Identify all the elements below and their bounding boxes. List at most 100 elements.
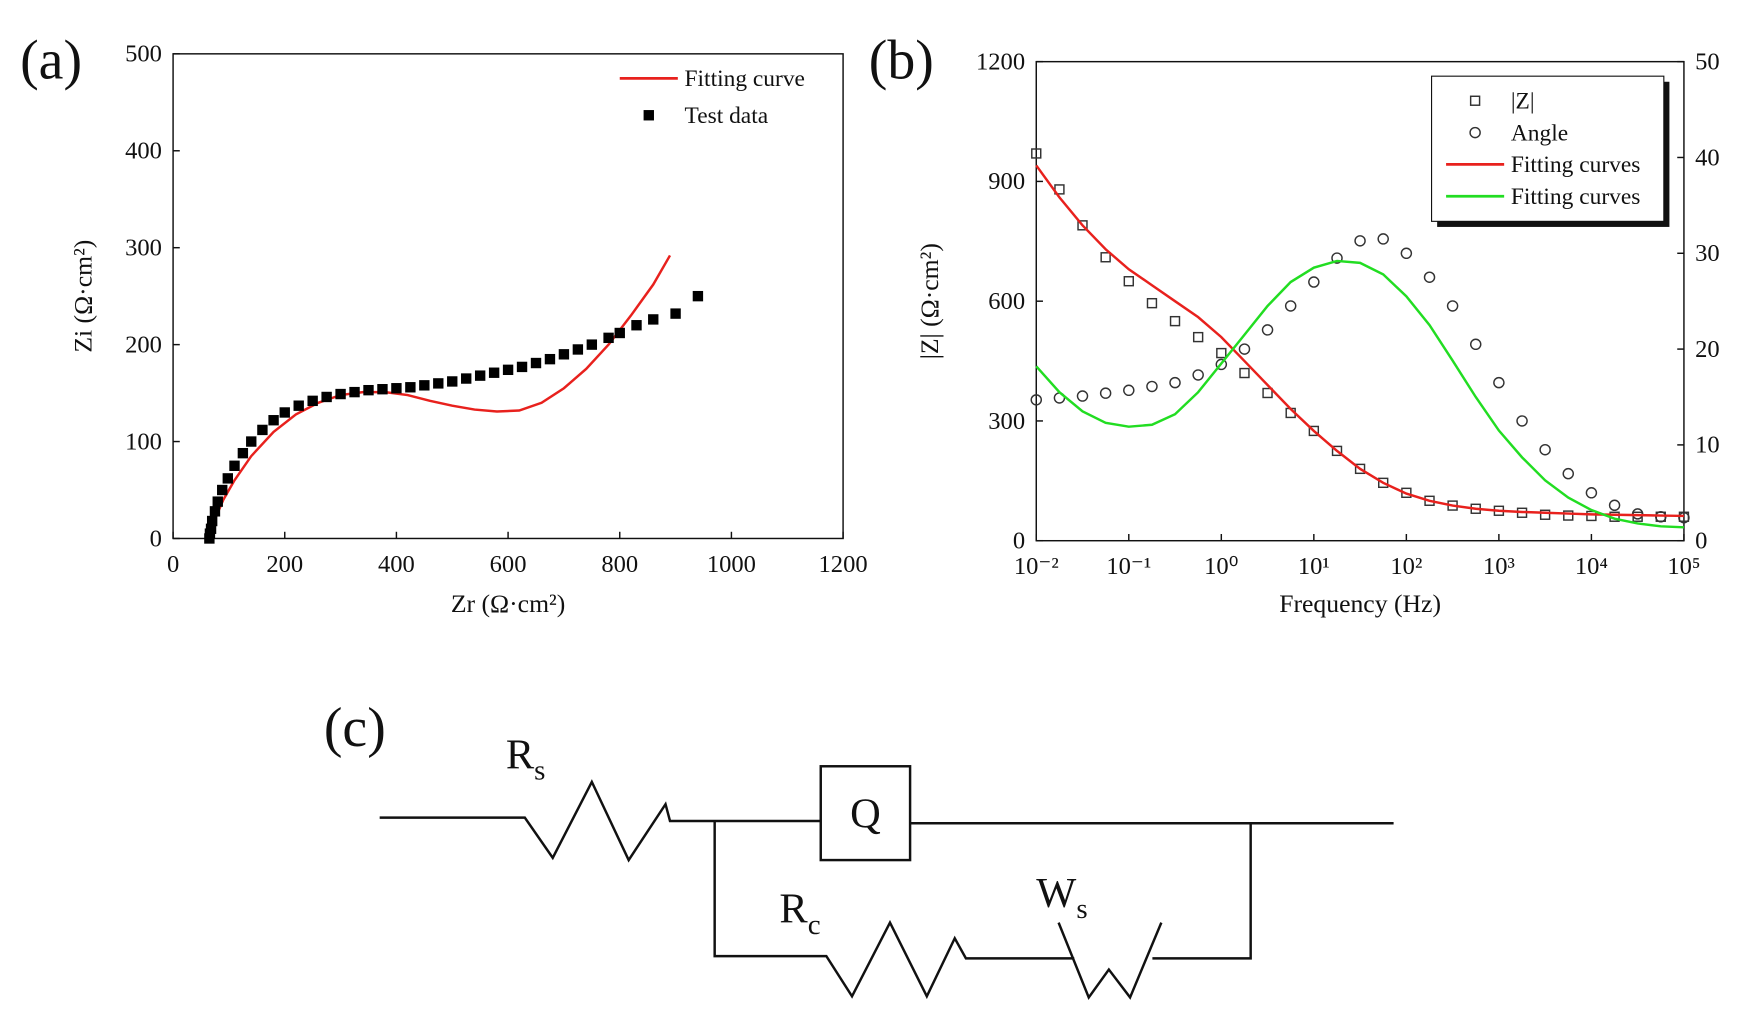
legend-swatch xyxy=(643,110,654,121)
marker xyxy=(405,382,416,393)
component-label: Q xyxy=(850,791,881,838)
legend: Fitting curve Test data xyxy=(619,66,805,129)
marker xyxy=(1076,390,1089,402)
marker xyxy=(1169,376,1181,389)
marker xyxy=(1377,233,1389,245)
x-tick-label: 10¹ xyxy=(1298,553,1330,580)
marker xyxy=(488,367,500,378)
y-tick-label: 100 xyxy=(125,428,162,455)
marker xyxy=(1516,415,1528,427)
x-tick-label: 0 xyxy=(167,551,179,578)
x-tick-label: 10³ xyxy=(1483,553,1515,580)
warburg-element xyxy=(1057,922,1163,1000)
y-tick-label: 300 xyxy=(988,408,1025,435)
y2-tick-label: 0 xyxy=(1695,528,1707,555)
x-tick-label: 10⁻² xyxy=(1014,553,1059,580)
wire xyxy=(713,820,1075,1000)
marker xyxy=(1563,510,1574,521)
x-tick-label: 800 xyxy=(601,551,638,578)
marker xyxy=(1192,369,1204,381)
marker xyxy=(544,353,556,365)
marker xyxy=(648,314,659,325)
marker xyxy=(237,447,249,459)
y-tick-label: 0 xyxy=(150,525,162,552)
marker xyxy=(209,506,221,517)
marker xyxy=(1146,297,1158,309)
marker xyxy=(502,364,514,376)
marker xyxy=(1238,343,1251,355)
marker xyxy=(293,400,304,411)
marker xyxy=(229,460,240,471)
component-label: Rs xyxy=(506,732,546,787)
marker xyxy=(1123,384,1135,397)
y-tick-label: 900 xyxy=(988,168,1025,195)
y2-tick-label: 40 xyxy=(1695,144,1720,171)
marker xyxy=(558,349,570,360)
marker xyxy=(1423,271,1436,283)
panel-label: (a) xyxy=(20,29,82,91)
fit-line xyxy=(1035,164,1684,518)
marker xyxy=(1100,252,1111,263)
marker xyxy=(1446,300,1459,312)
marker xyxy=(1678,511,1690,524)
marker xyxy=(321,391,332,403)
legend-swatch xyxy=(1469,126,1481,139)
y-tick-label: 500 xyxy=(125,41,162,68)
marker xyxy=(1493,376,1505,389)
marker xyxy=(1308,425,1320,437)
marker xyxy=(586,339,598,350)
symbol: R xyxy=(506,732,535,779)
marker xyxy=(1030,394,1043,406)
marker xyxy=(572,344,584,355)
marker xyxy=(257,424,268,436)
marker xyxy=(1031,148,1042,159)
marker xyxy=(1469,338,1482,351)
marker xyxy=(217,484,228,496)
marker xyxy=(1586,510,1597,522)
chart: (a) 0 200 400 600 800 1000 1200 0 100 200 300 400 500… xyxy=(20,29,868,618)
marker xyxy=(614,327,625,339)
legend-label: Angle xyxy=(1511,120,1568,146)
chart: (b)10⁻² 10⁻¹ 10⁰ 10¹ 10² 10³ 10⁴ 10⁵03006009001… xyxy=(869,29,1720,618)
x-tick-label: 1000 xyxy=(707,551,756,578)
x-axis-label: Zr (Ω·cm²) xyxy=(451,589,565,618)
subscript: s xyxy=(1076,893,1087,925)
marker xyxy=(1261,324,1274,336)
component-label: Rc xyxy=(779,886,820,941)
y2-tick-label: 50 xyxy=(1695,48,1720,75)
marker xyxy=(1539,443,1551,456)
marker xyxy=(1378,477,1389,489)
marker xyxy=(1284,300,1297,312)
subscript: c xyxy=(808,909,821,941)
marker xyxy=(1331,252,1343,264)
component-label: Ws xyxy=(1036,870,1087,925)
symbol: W xyxy=(1036,870,1076,917)
marker xyxy=(1562,467,1575,480)
x-axis-label: Frequency (Hz) xyxy=(1279,589,1441,618)
x-tick-label: 10⁻¹ xyxy=(1106,553,1151,580)
marker xyxy=(1216,347,1227,359)
marker xyxy=(1077,220,1088,231)
marker xyxy=(1192,331,1204,343)
marker xyxy=(268,415,279,426)
marker xyxy=(1308,276,1320,288)
fit-line xyxy=(208,254,672,539)
marker xyxy=(1169,315,1181,327)
legend-label: Fitting curves xyxy=(1511,152,1641,178)
marker xyxy=(1585,487,1598,499)
wire xyxy=(1152,823,1252,960)
marker xyxy=(433,378,444,389)
legend: |Z| Angle Fitting curves Fitting curves xyxy=(1431,75,1670,227)
marker xyxy=(307,395,318,407)
legend-label: Fitting curves xyxy=(1511,184,1641,210)
marker xyxy=(530,357,542,369)
marker xyxy=(1215,358,1228,371)
marker xyxy=(1099,387,1112,399)
y2-tick-label: 10 xyxy=(1695,432,1720,459)
legend-swatch xyxy=(1469,95,1481,106)
fit-line xyxy=(1035,259,1684,529)
y-axis-label: Zi (Ω·cm²) xyxy=(69,240,98,353)
y-tick-label: 600 xyxy=(988,288,1025,315)
x-tick-label: 200 xyxy=(266,551,303,578)
marker xyxy=(1146,380,1158,393)
